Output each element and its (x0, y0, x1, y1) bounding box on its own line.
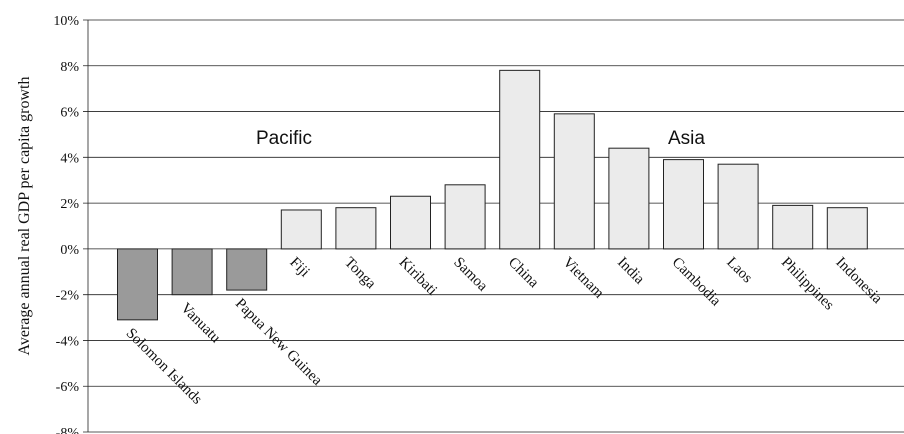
bar-cambodia (663, 159, 704, 250)
bar-solomon-islands (117, 248, 158, 321)
annotation-pacific: Pacific (256, 128, 312, 149)
category-label: Fiji (286, 254, 312, 280)
bar-india (608, 147, 650, 250)
y-tick-label: 2% (60, 197, 79, 212)
y-tick-label: -6% (56, 380, 80, 395)
bar-indonesia (826, 207, 868, 250)
category-label: Indonesia (832, 254, 885, 307)
y-tick-label: -8% (56, 426, 80, 434)
category-label: India (614, 254, 647, 287)
category-label: Solomon Islands (123, 325, 205, 407)
grid-layer (83, 19, 904, 433)
y-tick-label: -4% (56, 334, 80, 349)
y-axis-label: Average annual real GDP per capita growt… (16, 77, 33, 356)
bar-vanuatu (171, 248, 213, 296)
bar-papua-new-guinea (226, 248, 268, 291)
category-label: Tonga (341, 254, 379, 292)
category-label: Papua New Guinea (232, 296, 325, 389)
category-label: Philippines (778, 254, 837, 313)
bars (117, 69, 868, 321)
bar-china (499, 69, 541, 250)
bar-laos (717, 163, 759, 250)
y-tick-label: -2% (56, 289, 80, 304)
y-tick-label: 4% (60, 151, 79, 166)
bar-samoa (444, 184, 486, 250)
bar-vietnam (553, 113, 595, 250)
category-label: Samoa (450, 254, 490, 294)
annotation-asia: Asia (668, 128, 705, 149)
category-label: Kiribati (396, 254, 440, 298)
bar-fiji (280, 209, 322, 250)
bar-tonga (335, 207, 377, 250)
y-tick-label: 10% (53, 14, 79, 29)
category-label: Vanuatu (177, 300, 223, 346)
bar-philippines (772, 204, 814, 250)
bar-kiribati (390, 195, 431, 250)
category-label: Laos (723, 254, 755, 286)
y-tick-labels: 10% 8% 6% 4% 2% 0% -2% -4% -6% -8% (53, 14, 79, 434)
y-tick-label: 8% (60, 60, 79, 75)
category-label: Cambodia (669, 254, 724, 309)
y-tick-label: 0% (60, 243, 79, 258)
y-tick-label: 6% (60, 106, 79, 121)
category-label: China (505, 254, 542, 291)
